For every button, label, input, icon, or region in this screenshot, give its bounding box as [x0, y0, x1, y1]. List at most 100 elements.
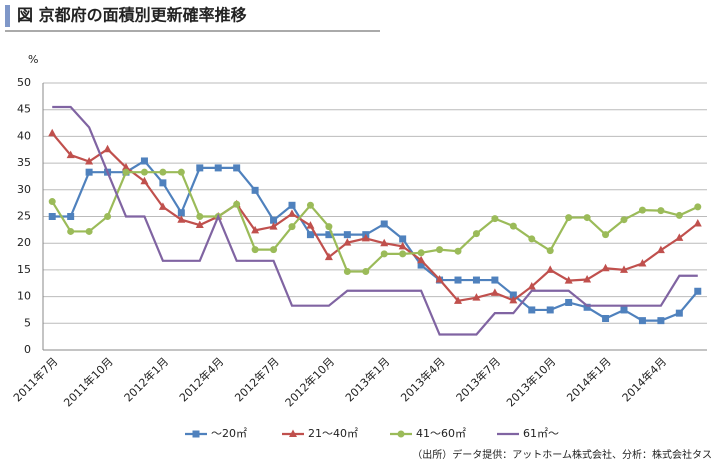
marker — [565, 214, 573, 222]
marker — [564, 276, 573, 284]
x-tick-label: 2012年10月 — [282, 354, 337, 409]
marker — [233, 200, 241, 208]
marker — [398, 241, 407, 250]
marker — [362, 268, 370, 276]
legend-label: 61㎡～ — [523, 427, 559, 440]
y-tick-label: 5 — [24, 316, 31, 329]
marker — [620, 306, 628, 314]
marker — [397, 430, 405, 438]
marker — [472, 276, 480, 284]
x-tick-label: 2013年10月 — [503, 354, 558, 409]
marker — [289, 429, 297, 437]
marker — [122, 162, 130, 171]
marker — [288, 223, 296, 231]
x-tick-label: 2011年10月 — [61, 354, 116, 409]
x-tick-label: 2014年1月 — [564, 354, 614, 404]
series-line — [52, 105, 698, 336]
marker — [66, 150, 75, 159]
marker — [583, 303, 591, 311]
marker — [583, 214, 591, 222]
marker — [583, 275, 592, 283]
title-accent — [5, 5, 10, 27]
marker — [675, 309, 683, 317]
marker — [270, 216, 278, 224]
marker — [122, 168, 130, 176]
y-tick-label: 10 — [17, 290, 31, 303]
marker — [528, 235, 536, 243]
marker — [48, 213, 56, 220]
y-tick-label: 15 — [17, 263, 31, 276]
x-tick-label: 2012年1月 — [121, 354, 171, 404]
marker — [67, 213, 75, 220]
marker — [657, 317, 665, 325]
marker — [546, 247, 554, 255]
marker — [67, 227, 75, 235]
marker — [417, 255, 426, 264]
marker — [565, 298, 573, 306]
marker — [306, 221, 315, 229]
marker — [159, 179, 167, 187]
marker — [192, 430, 200, 438]
marker — [491, 276, 499, 284]
marker — [620, 216, 628, 224]
marker — [85, 156, 94, 165]
x-tick-label: 2013年7月 — [453, 354, 503, 404]
x-tick-label: 2012年7月 — [232, 354, 282, 404]
marker — [325, 231, 333, 239]
marker — [380, 250, 388, 258]
marker — [693, 218, 702, 227]
marker — [361, 233, 370, 242]
marker — [454, 296, 462, 304]
x-tick-label: 2013年4月 — [398, 354, 448, 404]
marker — [177, 209, 185, 217]
marker — [270, 246, 278, 254]
marker — [675, 233, 684, 241]
marker — [472, 230, 480, 238]
marker — [509, 222, 517, 230]
marker — [343, 238, 352, 246]
marker — [417, 249, 425, 257]
marker — [490, 288, 499, 296]
marker — [620, 265, 628, 273]
marker — [140, 176, 149, 185]
y-tick-label: 45 — [17, 103, 31, 116]
marker — [509, 295, 518, 304]
marker — [48, 128, 57, 137]
marker — [657, 207, 665, 215]
marker — [233, 164, 241, 172]
marker — [306, 201, 314, 209]
y-tick-label: 0 — [24, 343, 31, 356]
marker — [601, 263, 610, 272]
marker — [638, 317, 646, 325]
marker — [399, 250, 407, 258]
marker — [380, 220, 388, 228]
marker — [436, 246, 444, 254]
marker — [325, 223, 333, 231]
marker — [509, 291, 517, 299]
marker — [380, 238, 389, 247]
marker — [694, 203, 702, 211]
x-tick-label: 2012年4月 — [176, 354, 226, 404]
marker — [472, 293, 481, 301]
marker — [288, 201, 296, 209]
marker — [103, 144, 112, 153]
marker — [140, 168, 148, 176]
chart-title: 図 京都府の面積別更新確率推移 — [17, 6, 247, 25]
marker — [85, 227, 93, 235]
marker — [177, 168, 185, 176]
marker — [196, 213, 204, 220]
legend-label: 41～60㎡ — [416, 427, 466, 440]
marker — [491, 215, 499, 223]
marker — [454, 247, 462, 255]
y-tick-label: 30 — [17, 183, 31, 196]
marker — [195, 220, 204, 229]
y-tick-label: 20 — [17, 236, 31, 249]
marker — [602, 231, 610, 239]
marker — [694, 287, 702, 295]
marker — [251, 246, 259, 254]
marker — [656, 245, 665, 254]
x-tick-label: 2014年4月 — [619, 354, 669, 404]
marker — [417, 261, 425, 269]
y-tick-label: 35 — [17, 156, 31, 169]
